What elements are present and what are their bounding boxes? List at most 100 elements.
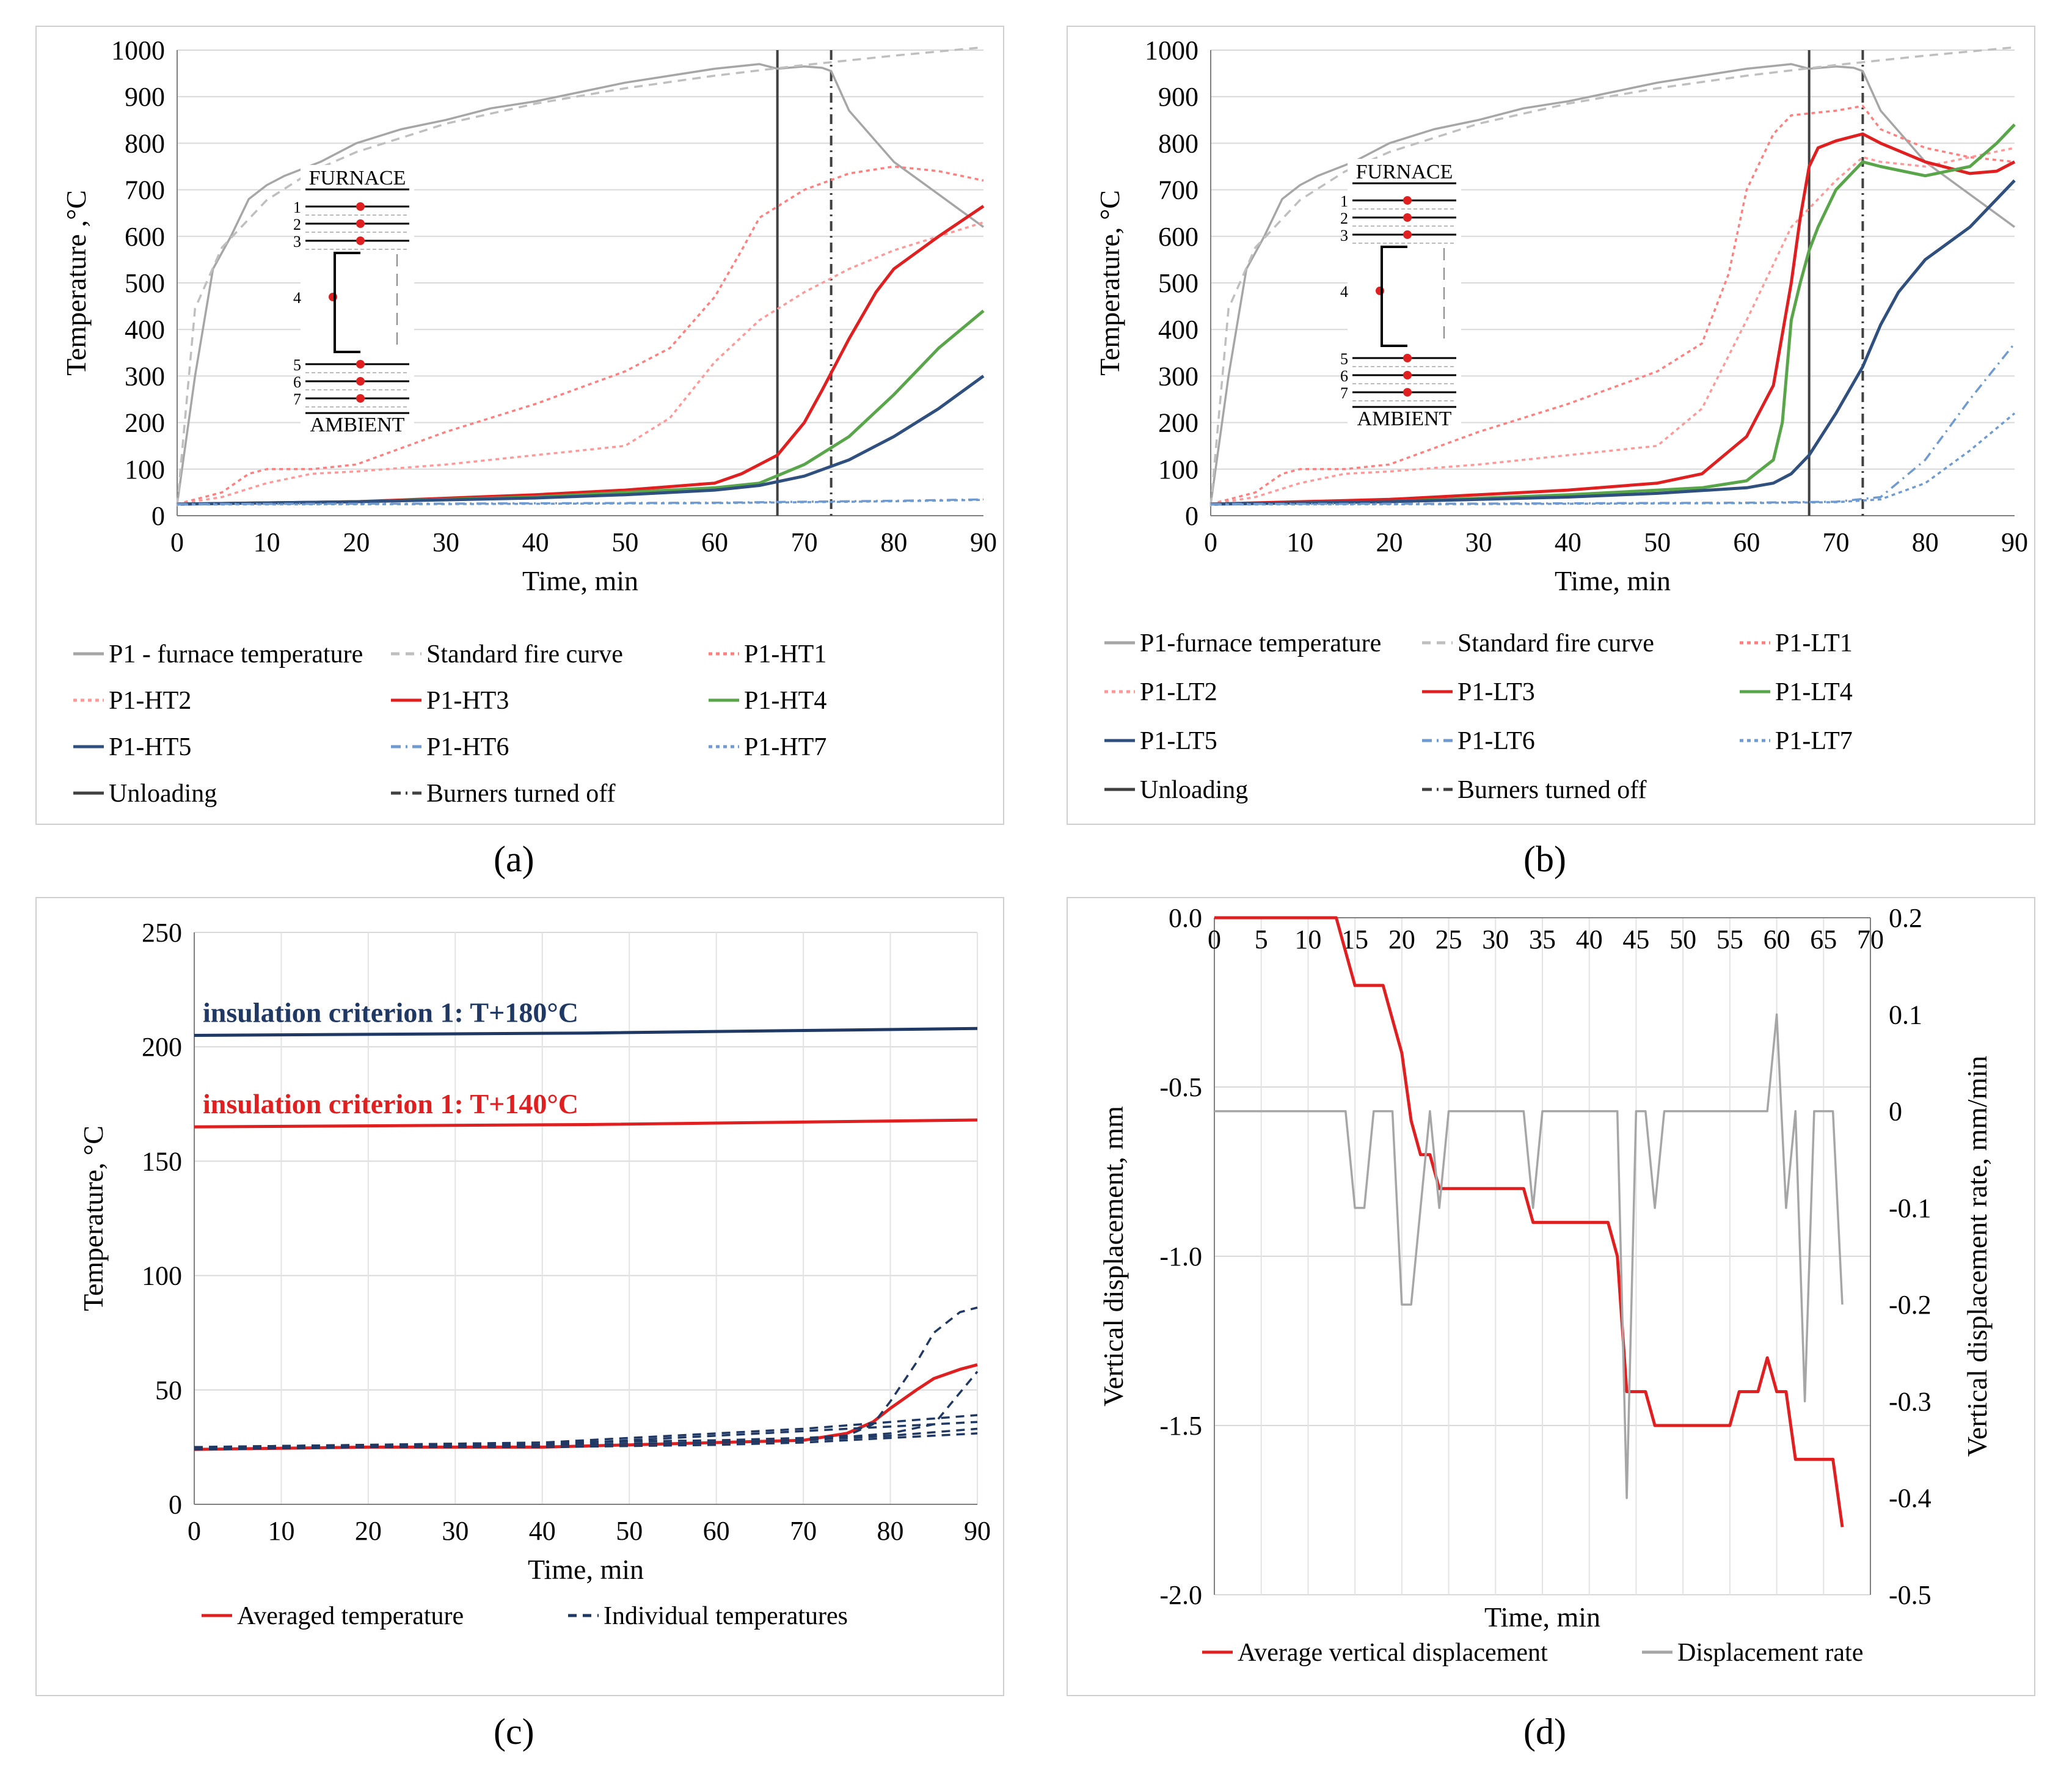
inset-sensor-dot (1403, 388, 1412, 397)
y-axis-title: Temperature ,°C (60, 190, 92, 376)
y-tick-label: 300 (125, 361, 165, 391)
y-tick-label: 900 (1158, 82, 1198, 112)
x-tick-label: 55 (1716, 924, 1743, 954)
legend-label: P1-HT4 (744, 687, 826, 715)
y-tick-label: -1.0 (1159, 1242, 1202, 1272)
legend-label: P1-HT5 (109, 733, 191, 761)
inset-sensor-label: 1 (1340, 192, 1348, 210)
legend-label: P1-HT6 (426, 733, 509, 761)
y-tick-label: 800 (1158, 128, 1198, 158)
series-line (1210, 104, 2015, 505)
x-tick-label: 40 (1555, 527, 1581, 557)
legend-label: P1-LT2 (1140, 678, 1217, 706)
inset-sensor-dot (356, 377, 365, 386)
x-tick-label: 25 (1435, 924, 1462, 954)
inset-sensor-label: 1 (293, 199, 301, 216)
x-tick-label: 50 (1644, 527, 1671, 557)
caption-c: (c) (494, 1711, 534, 1752)
series-line (1214, 1013, 1844, 1499)
chart-panel-b: 0 100 200 300 400 500 600 700 800 900 1000 0 10 20 30 4… (1067, 26, 2035, 825)
x-tick-label: 60 (1733, 527, 1760, 557)
x-tick-label: 70 (1823, 527, 1850, 557)
legend-label: Displacement rate (1677, 1639, 1863, 1667)
series-line (177, 205, 985, 506)
x-tick-label: 40 (529, 1516, 556, 1546)
series-line (1210, 123, 2016, 506)
x-tick-label: 30 (1465, 527, 1492, 557)
axes: 0 100 200 300 400 500 600 700 800 900 1000 0 10 20 30 4… (60, 35, 997, 596)
y-tick-label: 150 (142, 1146, 182, 1176)
inset-sensor-dot (1403, 230, 1412, 239)
series-line (194, 1118, 978, 1129)
x-tick-label: 90 (970, 527, 997, 557)
inset-schematic: FURNACE 123 4 567 AMBIENT (1340, 159, 1461, 430)
x-tick-label: 90 (964, 1516, 991, 1546)
x-tick-label: 70 (791, 527, 818, 557)
series-line (176, 46, 984, 507)
x-tick-label: 50 (611, 527, 638, 557)
inset-sensor-dot (356, 219, 365, 228)
y-tick-label: 0 (1185, 501, 1198, 531)
legend-label: P1-LT1 (1775, 629, 1853, 657)
y-tick-label: -1.5 (1159, 1411, 1202, 1441)
inset-sensor-label: 5 (293, 356, 301, 374)
x-tick-label: 10 (1294, 924, 1321, 954)
inset-sensor-label: 6 (1340, 367, 1348, 385)
y-tick-label: 250 (142, 918, 182, 948)
x-tick-label: 20 (355, 1516, 382, 1546)
inset-sensor-label: 2 (1340, 210, 1348, 227)
y-tick-label: 100 (142, 1261, 182, 1291)
legend-label: P1 - furnace temperature (109, 640, 363, 668)
y-tick-label: 800 (125, 128, 165, 158)
inset-furnace-label: FURNACE (1356, 161, 1453, 183)
y-tick-label: 500 (1158, 268, 1198, 298)
inset-ambient-label: AMBIENT (310, 414, 405, 436)
chart-panel-d: 0.0 -0.5 -1.0 -1.5 -2.0 0 5 10 15 20 25 30 35 40 45 50 5… (1067, 897, 2035, 1696)
x-tick-label: 30 (442, 1516, 469, 1546)
chart-c: 0 50 100 150 200 250 0 10 20 30 40 50 60 70 80 90 Time, … (78, 918, 991, 1630)
inset-sensor-label: 2 (293, 216, 301, 233)
series-line (194, 1432, 978, 1451)
legend-label: P1-HT3 (426, 687, 509, 715)
series-group (176, 46, 985, 507)
inset-sensor-label: 3 (293, 233, 301, 251)
x-tick-label: 10 (254, 527, 280, 557)
legend: Averaged temperature Individual temperatu… (202, 1602, 848, 1630)
grid-lines (177, 49, 983, 516)
y2-tick-label: -0.5 (1889, 1580, 1932, 1610)
x-tick-label: 0 (1208, 924, 1221, 954)
series-line (194, 1027, 978, 1037)
y-tick-label: 400 (125, 315, 165, 345)
legend-label: P1-LT4 (1775, 678, 1853, 706)
y-tick-label: -2.0 (1159, 1580, 1202, 1610)
y-axis-title: Temperature, °C (78, 1125, 109, 1311)
x-tick-label: 45 (1622, 924, 1649, 954)
chart-a: 0 100 200 300 400 500 600 700 800 900 1000 0 10 20 30 4… (60, 35, 997, 808)
y-tick-label: 700 (125, 175, 165, 205)
axes: 0 50 100 150 200 250 0 10 20 30 40 50 60 70 80 90 Time, … (78, 918, 991, 1585)
series-line (1210, 132, 2016, 506)
series-group (1214, 916, 1844, 1528)
x-tick-label: 80 (877, 1516, 904, 1546)
legend-label: P1-LT6 (1457, 727, 1535, 755)
inset-sensor-label: 6 (293, 373, 301, 391)
legend-label: P1-LT5 (1140, 727, 1217, 755)
inset-sensor-label: 4 (293, 289, 301, 307)
x-tick-label: 60 (1764, 924, 1790, 954)
inset-sensor-dot (356, 394, 365, 403)
inset-sensor-dot (1403, 371, 1412, 379)
legend-label: P1-furnace temperature (1140, 629, 1381, 657)
y2-tick-label: -0.2 (1889, 1290, 1932, 1320)
series-group (194, 1027, 979, 1451)
x-tick-label: 80 (880, 527, 907, 557)
annotation-criterion-180: insulation criterion 1: T+180°C (203, 997, 578, 1028)
x-tick-label: 60 (701, 527, 728, 557)
y2-tick-label: -0.4 (1889, 1484, 1932, 1513)
grid-lines (1211, 49, 2015, 516)
series-line (177, 375, 985, 506)
x-tick-label: 50 (616, 1516, 643, 1546)
y2-axis-title: Vertical displacement rate, mm/min (1961, 1056, 1993, 1457)
legend-label: Averaged temperature (237, 1602, 464, 1630)
x-axis-title: Time, min (1555, 565, 1671, 596)
inset-sensor-dot (1403, 196, 1412, 205)
